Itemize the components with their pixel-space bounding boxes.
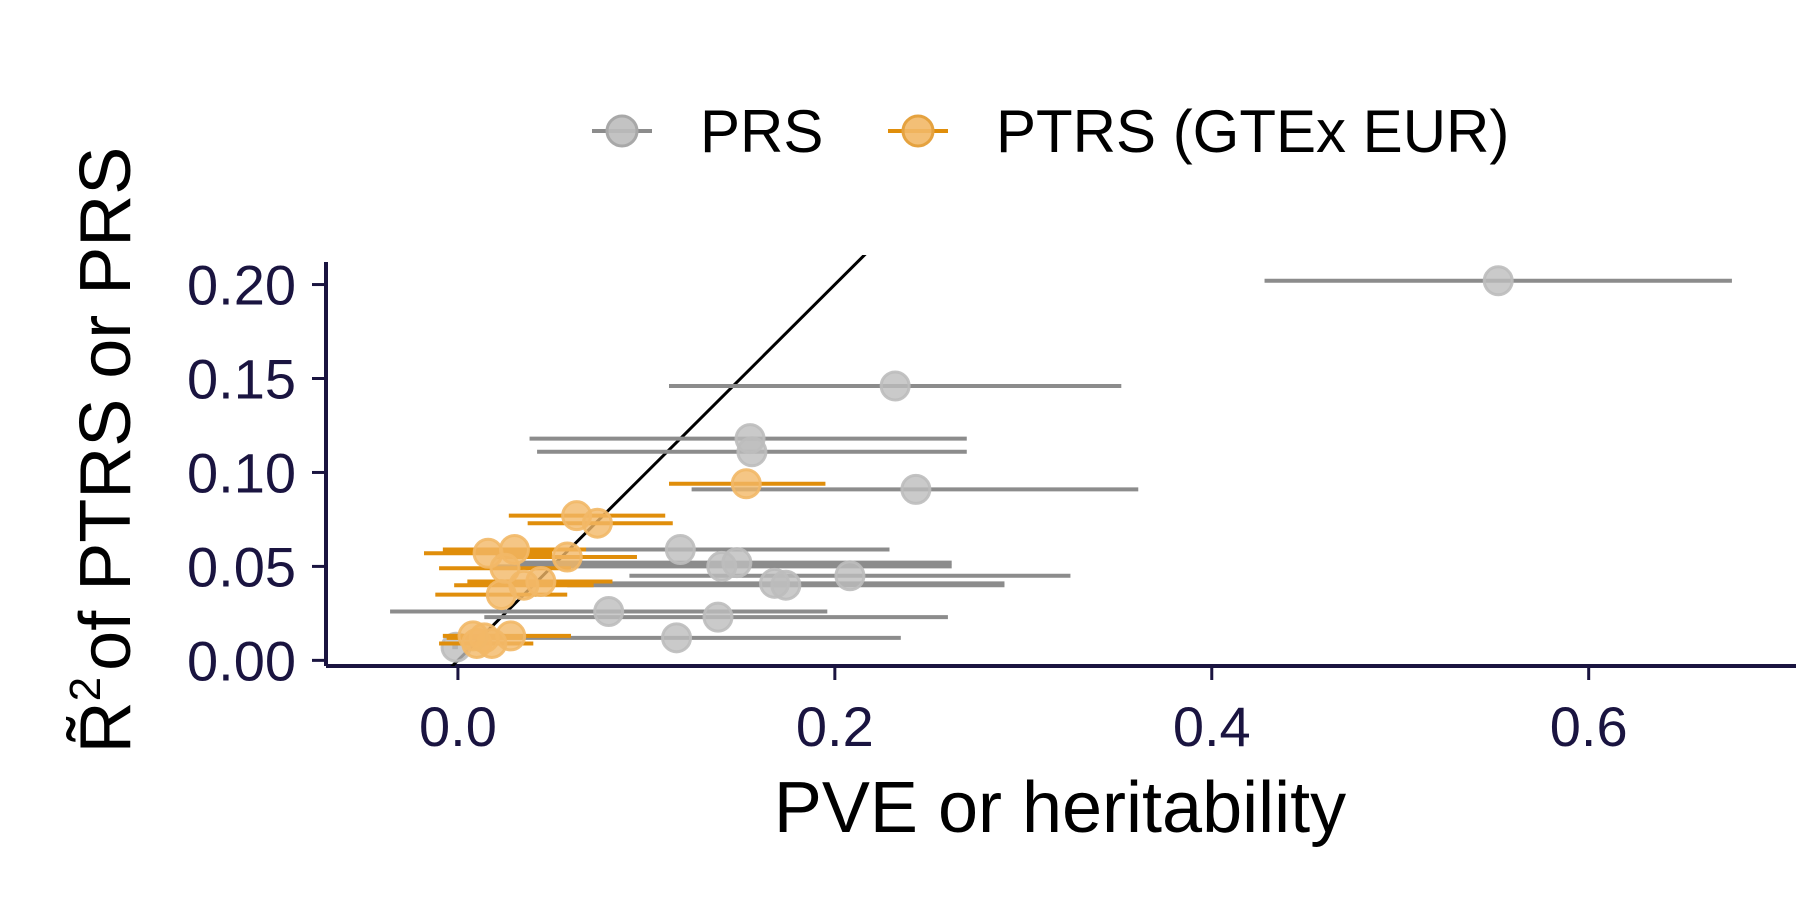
x-tick-label: 0.6 [1550,695,1628,758]
data-point [593,596,625,628]
y-tick-label: 0.10 [187,441,296,504]
data-point [581,507,613,539]
legend-ptrs-label: PTRS (GTEx EUR) [996,98,1509,165]
series-ptrs [424,468,826,659]
y-axis-title-text: of PTRS or PRS [66,147,146,671]
svg-text:R̃2of PTRS or PRS: R̃2 of PTRS or PRS [61,147,146,754]
legend-prs-marker [605,114,639,148]
data-point [900,473,932,505]
legend: PRS PTRS (GTEx EUR) [592,98,1509,165]
y-tick-label: 0.20 [187,254,296,317]
x-tick-label: 0.4 [1173,695,1251,758]
data-point [879,370,911,402]
x-tick-label: 0.2 [796,695,874,758]
data-point [551,541,583,573]
data-point [1482,265,1514,297]
legend-prs-label: PRS [700,98,823,165]
data-point [834,560,866,592]
x-tick-label: 0.0 [419,695,497,758]
y-tick-label: 0.15 [187,348,296,411]
data-point [661,622,693,654]
y-axis-title-symbol: R̃ [65,701,146,753]
plot-area [390,255,1732,666]
y-axis-title: R̃2 of PTRS or PRS [61,147,146,754]
y-tick-label: 0.05 [187,535,296,598]
data-point [702,601,734,633]
legend-ptrs-marker [901,114,935,148]
data-point [664,533,696,565]
y-axis-title-superscript: 2 [61,677,110,701]
data-point [736,436,768,468]
x-axis-title: PVE or heritability [774,768,1346,848]
series-prs [390,265,1732,663]
data-point [770,569,802,601]
y-tick-label: 0.00 [187,629,296,692]
data-point [730,468,762,500]
data-point [706,550,738,582]
data-point [457,620,489,652]
axes: 0.0 0.2 0.4 0.6 0.00 0.05 0.10 0.15 0.20 [187,254,1796,758]
data-point [485,579,517,611]
